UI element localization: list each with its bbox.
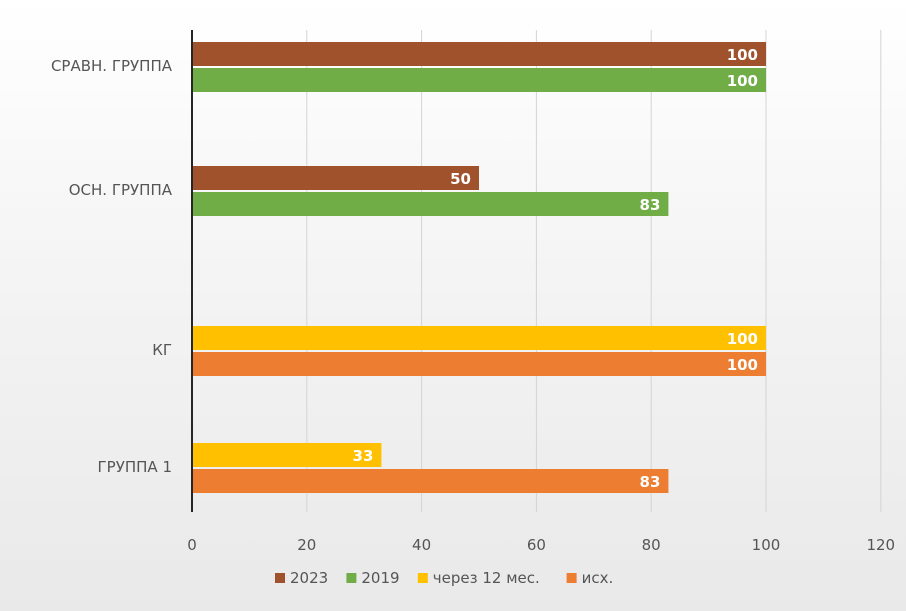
legend-swatch bbox=[346, 573, 357, 583]
data-label: 50 bbox=[450, 170, 471, 188]
bars: 33 83 100 100 50 83 100 100 bbox=[192, 42, 766, 493]
data-label: 100 bbox=[727, 330, 758, 348]
bar bbox=[192, 469, 669, 493]
legend-label: через 12 мес. bbox=[433, 569, 540, 587]
bar bbox=[192, 352, 766, 376]
legend-swatch bbox=[417, 573, 428, 583]
legend-swatch bbox=[275, 573, 285, 583]
category-label: ОСН. ГРУППА bbox=[69, 181, 173, 199]
x-tick-label: 40 bbox=[412, 536, 431, 554]
x-tick-label: 120 bbox=[866, 536, 895, 554]
data-label: 33 bbox=[353, 447, 374, 465]
data-label: 100 bbox=[727, 46, 758, 64]
bar bbox=[192, 68, 766, 92]
x-tick-label: 20 bbox=[297, 536, 316, 554]
x-tick-label: 0 bbox=[187, 536, 197, 554]
bar bbox=[192, 443, 382, 467]
bar bbox=[192, 192, 669, 216]
axes: 0 20 40 60 80 100 120 ГРУППА 1 КГ ОСН. ГРУППА СРАВ… bbox=[51, 30, 895, 554]
bar bbox=[192, 166, 479, 190]
legend-label: 2019 bbox=[361, 569, 399, 587]
legend-label: исх. bbox=[582, 569, 614, 587]
grid-lines bbox=[306, 30, 882, 512]
data-label: 100 bbox=[727, 72, 758, 90]
legend-swatch bbox=[566, 573, 577, 583]
category-label: СРАВН. ГРУППА bbox=[51, 57, 173, 75]
x-tick-label: 80 bbox=[642, 536, 661, 554]
bar bbox=[192, 42, 766, 66]
legend-label: 2023 bbox=[290, 569, 328, 587]
data-label: 83 bbox=[640, 196, 661, 214]
x-tick-label: 100 bbox=[752, 536, 781, 554]
data-label: 83 bbox=[640, 473, 661, 491]
category-label: КГ bbox=[152, 341, 172, 359]
legend: 2023 2019 через 12 мес. исх. bbox=[275, 569, 613, 587]
x-tick-label: 60 bbox=[527, 536, 546, 554]
data-label: 100 bbox=[727, 356, 758, 374]
category-label: ГРУППА 1 bbox=[98, 458, 172, 476]
bar bbox=[192, 326, 766, 350]
